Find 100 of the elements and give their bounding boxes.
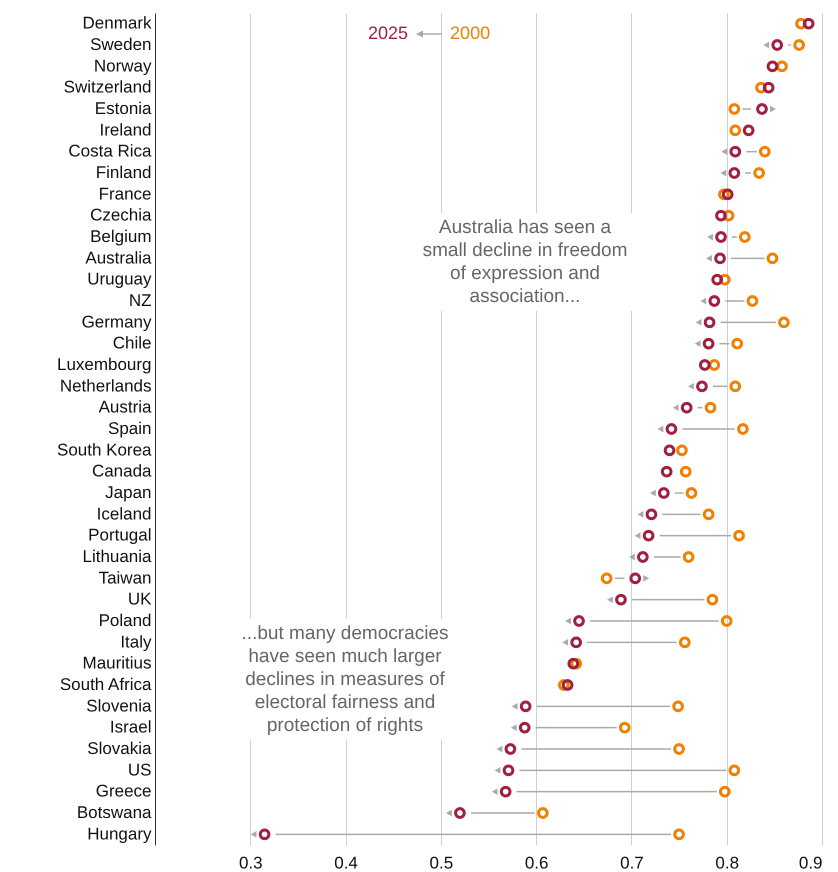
y-tick-label: Australia xyxy=(85,248,152,268)
y-tick-label: Japan xyxy=(105,483,152,502)
text: 2000 xyxy=(450,23,490,44)
point xyxy=(454,807,466,819)
point xyxy=(729,146,742,158)
point xyxy=(793,39,805,51)
y-tick-label: Slovenia xyxy=(86,696,152,716)
point xyxy=(642,530,654,542)
y-tick-label: Austria xyxy=(98,398,152,417)
y-tick-label: Portugal xyxy=(88,526,152,545)
y-tick-label: Poland xyxy=(98,611,152,630)
point xyxy=(704,402,716,414)
point xyxy=(567,658,580,670)
point xyxy=(646,508,658,520)
point xyxy=(766,60,778,72)
point xyxy=(637,551,649,563)
y-tick-label: Lithuania xyxy=(82,547,152,566)
x-tick-label: 0.6 xyxy=(524,854,548,872)
y-tick-label: Chile xyxy=(112,334,152,353)
point xyxy=(536,807,549,819)
point xyxy=(682,551,694,563)
point xyxy=(680,466,692,478)
point xyxy=(702,508,714,520)
point xyxy=(500,786,512,798)
point xyxy=(715,231,727,243)
y-tick-label: Italy xyxy=(120,632,152,652)
point xyxy=(718,786,731,798)
point xyxy=(715,210,727,222)
annotation: ...but many democracies have seen much larger declines in measures of electoral fairness and protection of rights xyxy=(242,623,448,736)
x-tick-label: 0.9 xyxy=(798,854,822,872)
y-tick-label: Greece xyxy=(96,782,152,801)
point xyxy=(618,722,631,734)
y-tick-label: Finland xyxy=(96,163,152,182)
y-tick-label: Estonia xyxy=(94,99,152,118)
point xyxy=(704,316,716,328)
y-tick-label: Luxembourg xyxy=(56,355,152,374)
y-tick-label: Norway xyxy=(94,56,152,76)
point xyxy=(738,231,751,243)
y-tick-label: Germany xyxy=(82,312,152,332)
point xyxy=(742,124,754,136)
point xyxy=(573,615,585,627)
point xyxy=(802,18,814,30)
point xyxy=(756,103,768,115)
y-tick-label: Canada xyxy=(92,462,152,481)
y-tick-label: Taiwan xyxy=(98,568,152,588)
point xyxy=(696,380,708,392)
point xyxy=(504,743,516,755)
point xyxy=(660,466,673,478)
point xyxy=(680,402,693,414)
point xyxy=(728,764,740,776)
point xyxy=(766,252,778,264)
point xyxy=(562,679,574,691)
x-tick-label: 0.7 xyxy=(620,854,644,872)
point xyxy=(714,252,726,264)
point xyxy=(711,274,724,286)
point xyxy=(778,316,790,328)
point xyxy=(676,444,688,456)
y-tick-label: South Africa xyxy=(60,675,152,694)
point xyxy=(672,700,684,712)
point xyxy=(706,594,718,606)
point xyxy=(502,764,514,776)
point xyxy=(518,722,531,734)
point xyxy=(729,380,742,392)
x-tick-label: 0.5 xyxy=(430,854,454,872)
point xyxy=(686,487,698,499)
x-tick-label: 0.3 xyxy=(238,854,263,872)
point xyxy=(678,636,691,648)
point xyxy=(520,700,532,712)
y-tick-label: Hungary xyxy=(87,824,152,844)
point xyxy=(733,530,745,542)
point xyxy=(753,167,765,179)
point xyxy=(759,146,771,158)
point xyxy=(702,338,714,350)
point xyxy=(258,828,270,840)
y-tick-label: Czechia xyxy=(90,206,152,225)
point xyxy=(600,572,612,584)
point xyxy=(615,594,627,606)
point xyxy=(570,636,582,648)
y-tick-label: France xyxy=(98,184,152,204)
point xyxy=(722,188,734,200)
y-tick-label: UK xyxy=(128,590,152,609)
y-tick-label: Slovakia xyxy=(87,739,152,758)
point xyxy=(720,615,733,627)
y-tick-label: Iceland xyxy=(96,504,152,524)
y-tick-label: South Korea xyxy=(56,440,152,460)
point xyxy=(771,39,784,51)
y-tick-label: NZ xyxy=(128,291,152,310)
point xyxy=(728,103,740,115)
y-tick-label: Israel xyxy=(110,718,152,737)
point xyxy=(658,487,670,499)
annotation: Australia has seen a small decline in freedom of expression and association... xyxy=(422,217,628,307)
point xyxy=(728,167,740,179)
point xyxy=(737,423,749,435)
x-tick-label: 0.8 xyxy=(715,854,740,872)
y-tick-label: Uruguay xyxy=(87,270,152,289)
y-tick-label: Botswana xyxy=(76,803,152,822)
y-tick-label: Belgium xyxy=(90,227,152,246)
point xyxy=(746,295,758,307)
point xyxy=(708,295,720,307)
x-tick-label: 0.4 xyxy=(334,854,358,872)
